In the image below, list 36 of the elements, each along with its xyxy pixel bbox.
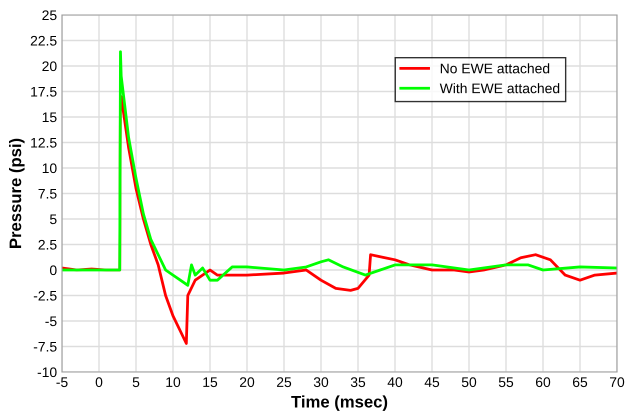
y-tick-label: 15	[42, 112, 57, 122]
x-tick-label: 5	[132, 377, 140, 388]
x-tick-label: 50	[462, 377, 476, 388]
x-tick-label: -5	[56, 377, 68, 388]
y-tick-label: -7.5	[34, 342, 57, 352]
x-tick-label: 65	[572, 377, 588, 388]
x-tick-label: 45	[424, 377, 440, 388]
x-tick-label: 70	[610, 377, 624, 388]
x-tick-label: 0	[96, 377, 102, 388]
y-tick-label: -10	[38, 367, 57, 378]
x-tick-label: 30	[314, 377, 328, 388]
y-tick-label: 7.5	[38, 188, 57, 199]
y-tick-label: 2.5	[38, 240, 57, 250]
y-tick-label: 25	[42, 10, 57, 20]
y-tick-label: 20	[42, 61, 57, 72]
x-axis-title: Time (msec)	[291, 395, 388, 411]
y-tick-label: 0	[50, 265, 57, 276]
x-tick-label: 40	[388, 377, 402, 388]
y-tick-label: 12.5	[31, 138, 57, 148]
y-tick-label: 17.5	[31, 86, 57, 97]
y-tick-label: 22.5	[30, 36, 57, 46]
y-tick-label: -2.5	[34, 290, 57, 301]
x-tick-label: 60	[536, 377, 550, 388]
y-tick-label: 5	[50, 214, 57, 224]
x-tick-label: 10	[166, 377, 180, 388]
line-series	[62, 50, 617, 287]
y-axis-title: Pressure (psi)	[9, 138, 25, 248]
x-tick-label: 15	[203, 377, 218, 388]
x-tick-label: 35	[350, 377, 366, 388]
legend-label: No EWE attached	[440, 63, 550, 74]
legend-label: With EWE attached	[440, 83, 560, 94]
x-tick-label: 20	[240, 377, 254, 388]
x-tick-label: 55	[498, 377, 514, 388]
y-tick-label: -5	[45, 316, 57, 326]
x-tick-label: 25	[276, 377, 292, 388]
y-tick-label: 10	[42, 163, 57, 174]
